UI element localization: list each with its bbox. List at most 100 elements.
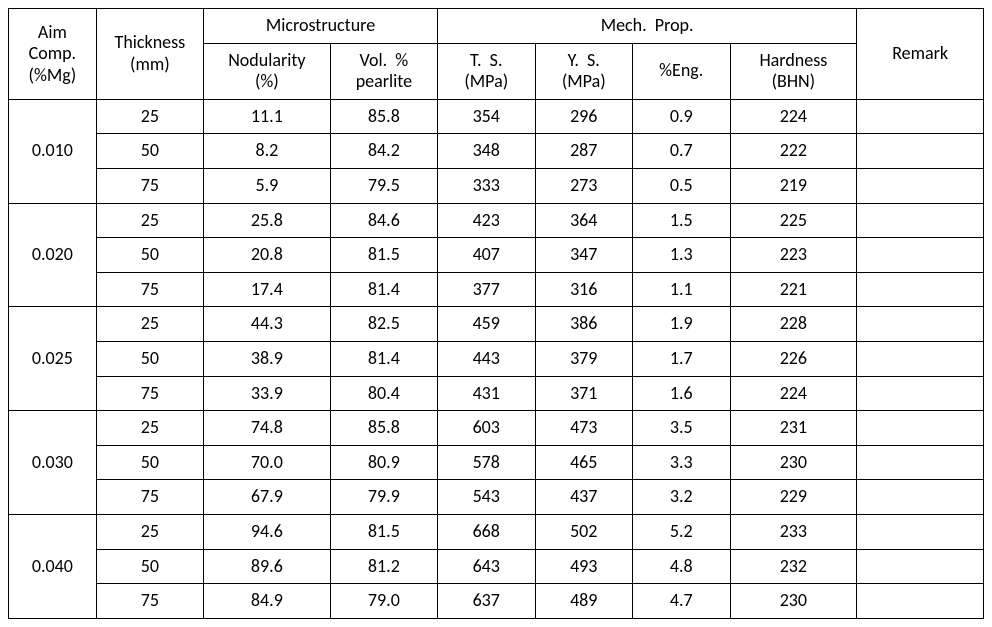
cell-pearlite: 81.2 [330,549,437,584]
cell-pearlite: 79.0 [330,584,437,619]
header-hardness: Hardness (BHN) [730,43,857,99]
cell-remark [857,514,984,549]
cell-remark [857,168,984,203]
cell-nodularity: 89.6 [204,549,331,584]
cell-eng: 1.5 [633,203,731,238]
cell-remark [857,203,984,238]
cell-hardness: 230 [730,584,857,619]
cell-pearlite: 81.4 [330,272,437,307]
cell-hardness: 231 [730,411,857,446]
table-row: 5089.681.26434934.8232 [9,549,984,584]
cell-hardness: 233 [730,514,857,549]
cell-thickness: 75 [96,376,203,411]
cell-hardness: 230 [730,445,857,480]
table-row: 0.0402594.681.56685025.2233 [9,514,984,549]
cell-yield: 465 [535,445,633,480]
cell-yield: 437 [535,480,633,515]
cell-hardness: 232 [730,549,857,584]
cell-yield: 287 [535,134,633,169]
cell-hardness: 219 [730,168,857,203]
cell-thickness: 75 [96,272,203,307]
cell-thickness: 50 [96,549,203,584]
cell-tensile: 637 [438,584,536,619]
cell-eng: 1.3 [633,238,731,273]
cell-tensile: 348 [438,134,536,169]
table-row: 7567.979.95434373.2229 [9,480,984,515]
cell-eng: 0.9 [633,99,731,134]
cell-remark [857,376,984,411]
cell-eng: 5.2 [633,514,731,549]
cell-hardness: 223 [730,238,857,273]
cell-aim: 0.010 [9,99,97,203]
cell-tensile: 354 [438,99,536,134]
cell-nodularity: 38.9 [204,341,331,376]
table-row: 5020.881.54073471.3223 [9,238,984,273]
cell-tensile: 377 [438,272,536,307]
table-row: 755.979.53332730.5219 [9,168,984,203]
cell-eng: 1.6 [633,376,731,411]
cell-remark [857,134,984,169]
cell-hardness: 221 [730,272,857,307]
header-yield: Y. S. (MPa) [535,43,633,99]
cell-nodularity: 70.0 [204,445,331,480]
cell-yield: 489 [535,584,633,619]
cell-eng: 3.2 [633,480,731,515]
cell-hardness: 229 [730,480,857,515]
cell-hardness: 224 [730,99,857,134]
cell-remark [857,272,984,307]
header-thickness: Thickness (mm) [96,9,203,100]
cell-pearlite: 85.8 [330,411,437,446]
cell-remark [857,307,984,342]
cell-aim: 0.040 [9,514,97,618]
cell-yield: 493 [535,549,633,584]
cell-yield: 296 [535,99,633,134]
table-body: 0.0102511.185.83542960.9224508.284.23482… [9,99,984,618]
cell-pearlite: 81.5 [330,514,437,549]
cell-remark [857,584,984,619]
cell-nodularity: 25.8 [204,203,331,238]
header-remark: Remark [857,9,984,100]
cell-nodularity: 33.9 [204,376,331,411]
cell-remark [857,341,984,376]
cell-eng: 0.7 [633,134,731,169]
cell-remark [857,411,984,446]
cell-aim: 0.020 [9,203,97,307]
cell-eng: 0.5 [633,168,731,203]
cell-thickness: 50 [96,134,203,169]
cell-thickness: 50 [96,341,203,376]
cell-yield: 502 [535,514,633,549]
cell-thickness: 75 [96,584,203,619]
cell-nodularity: 5.9 [204,168,331,203]
header-eng: %Eng. [633,43,731,99]
cell-tensile: 423 [438,203,536,238]
cell-pearlite: 81.4 [330,341,437,376]
cell-tensile: 603 [438,411,536,446]
table-row: 0.0252544.382.54593861.9228 [9,307,984,342]
table-header: Aim Comp. (%Mg) Thickness (mm) Microstru… [9,9,984,100]
cell-pearlite: 80.9 [330,445,437,480]
header-mech-prop: Mech. Prop. [438,9,857,44]
cell-eng: 1.9 [633,307,731,342]
cell-pearlite: 81.5 [330,238,437,273]
cell-pearlite: 79.9 [330,480,437,515]
cell-remark [857,549,984,584]
cell-tensile: 459 [438,307,536,342]
cell-nodularity: 11.1 [204,99,331,134]
cell-tensile: 578 [438,445,536,480]
cell-yield: 273 [535,168,633,203]
cell-thickness: 25 [96,203,203,238]
cell-aim: 0.025 [9,307,97,411]
cell-thickness: 25 [96,514,203,549]
cell-nodularity: 94.6 [204,514,331,549]
table-row: 7533.980.44313711.6224 [9,376,984,411]
table-row: 7517.481.43773161.1221 [9,272,984,307]
cell-hardness: 228 [730,307,857,342]
cell-nodularity: 8.2 [204,134,331,169]
cell-yield: 386 [535,307,633,342]
cell-eng: 3.3 [633,445,731,480]
cell-pearlite: 84.6 [330,203,437,238]
cell-aim: 0.030 [9,411,97,515]
header-pearlite: Vol. % pearlite [330,43,437,99]
cell-yield: 364 [535,203,633,238]
cell-pearlite: 79.5 [330,168,437,203]
